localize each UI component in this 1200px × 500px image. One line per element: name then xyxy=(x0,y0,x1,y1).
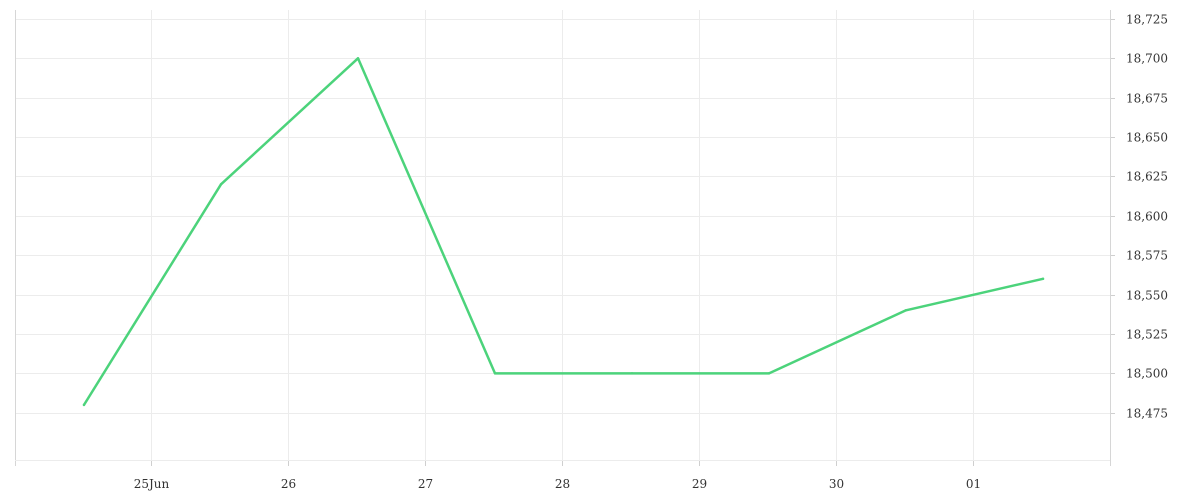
y-tick-label: 18,550 xyxy=(1126,289,1168,303)
x-tick-label: 26 xyxy=(281,477,296,491)
grid-layer xyxy=(15,10,1110,460)
y-tick-label: 18,525 xyxy=(1126,328,1168,342)
data-point xyxy=(767,372,771,375)
data-point xyxy=(356,57,360,60)
data-point xyxy=(493,372,497,375)
y-tick-label: 18,475 xyxy=(1126,407,1168,421)
x-tick-label: 30 xyxy=(829,477,844,491)
series-layer xyxy=(82,57,1045,407)
y-tick-label: 18,675 xyxy=(1126,92,1168,106)
x-tick-label: 27 xyxy=(418,477,433,491)
y-tick-label: 18,725 xyxy=(1126,13,1168,27)
data-point xyxy=(1041,277,1045,281)
data-point xyxy=(219,183,223,186)
data-point xyxy=(904,309,908,312)
data-point xyxy=(82,403,86,407)
x-tick-label: 28 xyxy=(555,477,570,491)
y-tick-label: 18,700 xyxy=(1126,52,1168,66)
label-layer: 18,475 18,500 18,525 18,550 18,575 18,600 18,6… xyxy=(134,13,1168,492)
series-line xyxy=(82,57,1045,407)
y-tick-label: 18,500 xyxy=(1126,367,1168,381)
x-tick-label: 29 xyxy=(692,477,707,491)
data-point xyxy=(630,372,634,375)
y-tick-label: 18,625 xyxy=(1126,170,1168,184)
x-tick-label: 25Jun xyxy=(134,477,170,491)
y-tick-label: 18,575 xyxy=(1126,249,1168,263)
x-tick-label: 01 xyxy=(966,477,981,491)
y-tick-label: 18,600 xyxy=(1126,210,1168,224)
y-tick-label: 18,650 xyxy=(1126,131,1168,145)
axis-layer xyxy=(15,10,1115,466)
